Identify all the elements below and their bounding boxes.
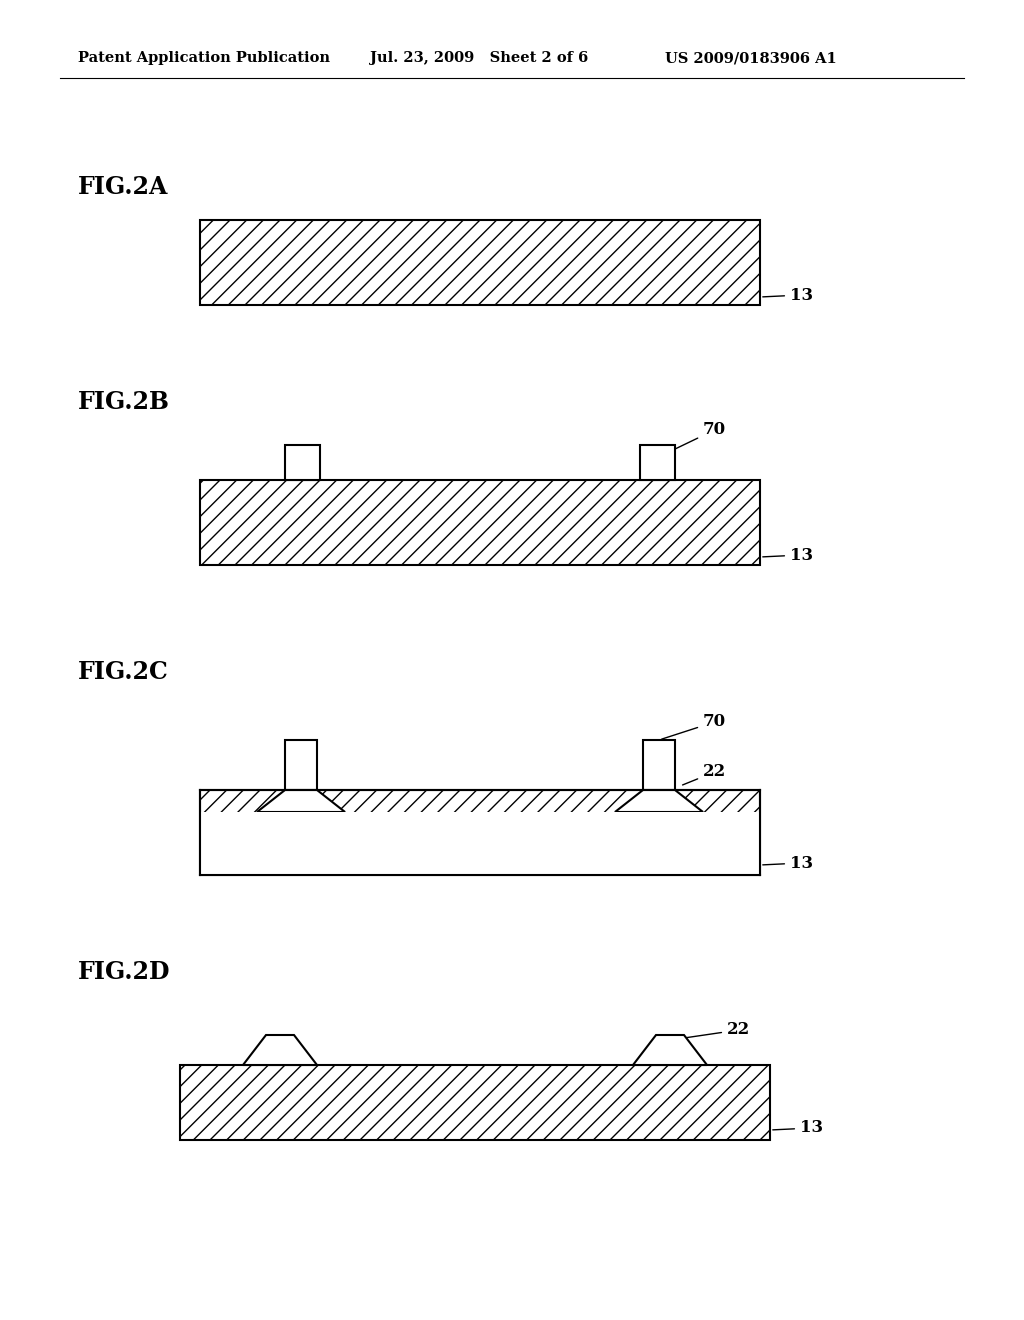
Text: 70: 70 (662, 714, 726, 739)
Text: 13: 13 (763, 854, 813, 871)
Bar (285, 741, 317, 789)
Text: 22: 22 (683, 763, 726, 785)
Bar (200, 789, 760, 875)
Text: 13: 13 (763, 546, 813, 564)
Bar (180, 1065, 770, 1140)
Bar (200, 220, 760, 305)
Bar (200, 480, 760, 565)
Text: Patent Application Publication: Patent Application Publication (78, 51, 330, 65)
Text: FIG.2B: FIG.2B (78, 389, 170, 414)
Polygon shape (615, 789, 703, 812)
Polygon shape (633, 1035, 707, 1065)
Text: 70: 70 (676, 421, 726, 449)
Polygon shape (243, 1035, 317, 1065)
Bar (285, 445, 319, 480)
Bar (200, 812, 760, 875)
Polygon shape (257, 789, 345, 812)
Bar (640, 445, 675, 480)
Text: FIG.2D: FIG.2D (78, 960, 171, 983)
Text: US 2009/0183906 A1: US 2009/0183906 A1 (665, 51, 837, 65)
Text: Jul. 23, 2009   Sheet 2 of 6: Jul. 23, 2009 Sheet 2 of 6 (370, 51, 588, 65)
Text: 13: 13 (773, 1119, 823, 1137)
Bar (643, 741, 675, 789)
Text: 13: 13 (763, 286, 813, 304)
Text: FIG.2A: FIG.2A (78, 176, 168, 199)
Text: 22: 22 (687, 1022, 751, 1039)
Text: FIG.2C: FIG.2C (78, 660, 169, 684)
